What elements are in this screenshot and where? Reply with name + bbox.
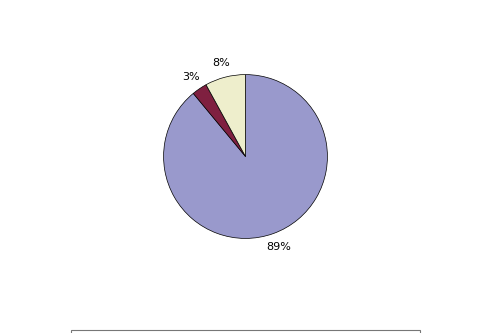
Wedge shape bbox=[164, 75, 327, 238]
Wedge shape bbox=[206, 75, 246, 157]
Text: 3%: 3% bbox=[182, 72, 200, 82]
Text: 8%: 8% bbox=[213, 58, 230, 68]
Text: 89%: 89% bbox=[266, 242, 291, 252]
Legend: Wages & Salaries, Employee Benefits, Operating Expenses: Wages & Salaries, Employee Benefits, Ope… bbox=[71, 330, 420, 333]
Wedge shape bbox=[193, 85, 246, 157]
